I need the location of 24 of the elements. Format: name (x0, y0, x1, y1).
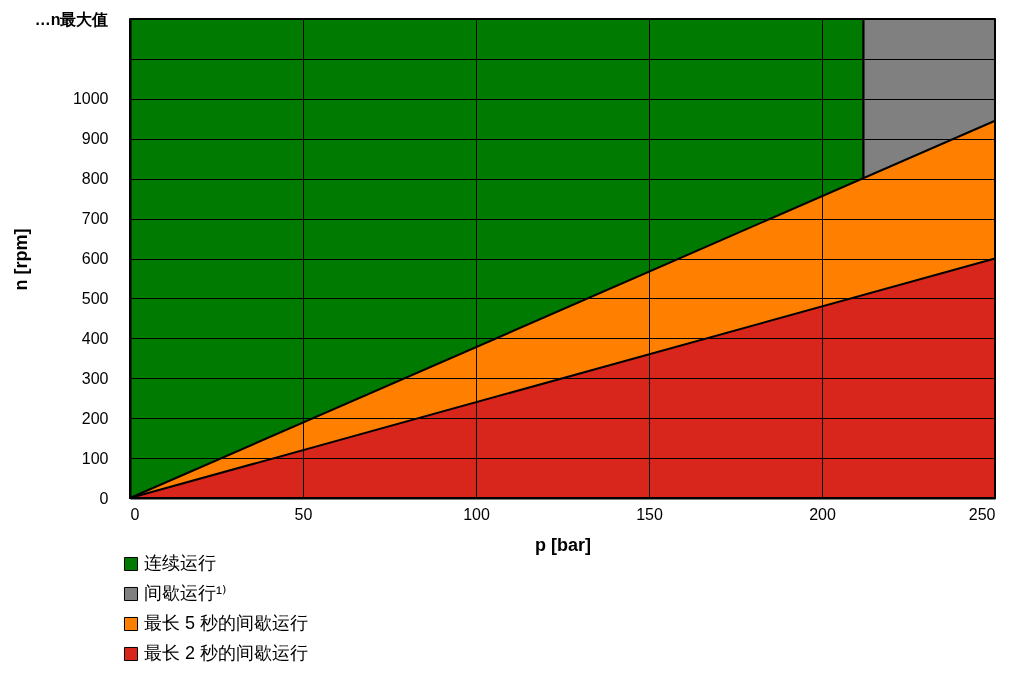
y-tick-label: 400 (81, 329, 109, 347)
y-tick-label: 200 (81, 409, 109, 427)
y-tick-label: 800 (81, 170, 109, 188)
legend-label: 最长 5 秒的间歇运行 (144, 613, 309, 633)
y-tick-label: 100 (81, 449, 109, 467)
y-tick-label: 600 (81, 250, 109, 267)
y-axis-title: n [rpm] (10, 228, 31, 291)
y-tick-label: 700 (81, 210, 109, 228)
x-axis-title: p [bar] (535, 534, 591, 555)
x-tick-label: 250 (968, 505, 996, 523)
y-tick-label: 1000 (72, 90, 109, 108)
x-tick-label: 50 (294, 505, 313, 523)
x-tick-label: 200 (809, 505, 836, 523)
x-tick-label: 150 (636, 505, 663, 523)
y-tick-label: 300 (81, 369, 109, 387)
legend-label: 间歇运行¹⁾ (144, 583, 227, 603)
x-tick-label: 0 (130, 505, 140, 523)
y-tick-label: 900 (81, 130, 109, 148)
y-tick-label: …n最大值 (34, 10, 109, 28)
legend-label: 连续运行 (144, 553, 216, 573)
legend-label: 最长 2 秒的间歇运行 (144, 643, 309, 663)
y-tick-label: 0 (99, 489, 109, 507)
x-tick-label: 100 (463, 505, 490, 523)
y-tick-label: 500 (81, 289, 109, 307)
